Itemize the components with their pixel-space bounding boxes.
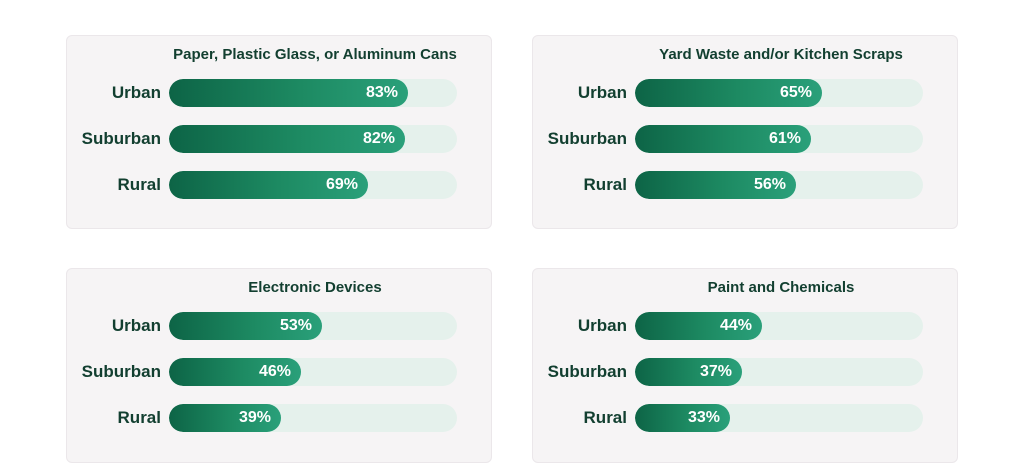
bar-track: 37% (635, 358, 923, 386)
category-label: Suburban (547, 129, 627, 148)
chart-title: Yard Waste and/or Kitchen Scraps (659, 46, 903, 63)
chart-panel: Electronic Devices Urban 53% Suburban 46% Rur… (66, 268, 492, 463)
category-label: Urban (577, 316, 627, 335)
bar (635, 358, 742, 386)
bar-track: 53% (169, 312, 457, 340)
bar (635, 312, 762, 340)
bar-track: 39% (169, 404, 457, 432)
bar (635, 404, 730, 432)
bar-track: 82% (169, 125, 457, 153)
data-label: 82% (362, 130, 395, 147)
data-label: 83% (365, 84, 398, 101)
data-label: 33% (687, 409, 720, 426)
category-label: Rural (583, 408, 627, 427)
bar-track: 56% (635, 171, 923, 199)
bar (169, 312, 322, 340)
bar-track: 69% (169, 171, 457, 199)
data-label: 46% (258, 363, 291, 380)
bar (635, 79, 822, 107)
bar (635, 171, 796, 199)
data-label: 56% (753, 176, 786, 193)
chart-panel: Paper, Plastic Glass, or Aluminum Cans Ur… (66, 35, 492, 229)
bar (169, 125, 405, 153)
chart-title: Electronic Devices (248, 279, 382, 296)
chart-panel: Paint and Chemicals Urban 44% Suburban 37% Ru… (532, 268, 958, 463)
bar-track: 83% (169, 79, 457, 107)
bar (169, 358, 301, 386)
category-label: Rural (117, 175, 161, 194)
bar-track: 46% (169, 358, 457, 386)
category-label: Suburban (81, 129, 161, 148)
bar-track: 44% (635, 312, 923, 340)
data-label: 44% (719, 317, 752, 334)
bar (635, 125, 811, 153)
data-label: 53% (279, 317, 312, 334)
bar-track: 65% (635, 79, 923, 107)
chart-title: Paper, Plastic Glass, or Aluminum Cans (173, 46, 457, 63)
category-label: Suburban (81, 362, 161, 381)
bar (169, 79, 408, 107)
category-label: Rural (583, 175, 627, 194)
bar (169, 171, 368, 199)
bar-track: 61% (635, 125, 923, 153)
category-label: Urban (577, 83, 627, 102)
category-label: Rural (117, 408, 161, 427)
chart-title: Paint and Chemicals (707, 279, 855, 296)
category-label: Urban (111, 316, 161, 335)
bar (169, 404, 281, 432)
data-label: 69% (325, 176, 358, 193)
data-label: 37% (699, 363, 732, 380)
data-label: 61% (768, 130, 801, 147)
category-label: Suburban (547, 362, 627, 381)
data-label: 65% (779, 84, 812, 101)
data-label: 39% (238, 409, 271, 426)
chart-panel: Yard Waste and/or Kitchen Scraps Urban 65%… (532, 35, 958, 229)
category-label: Urban (111, 83, 161, 102)
bar-track: 33% (635, 404, 923, 432)
